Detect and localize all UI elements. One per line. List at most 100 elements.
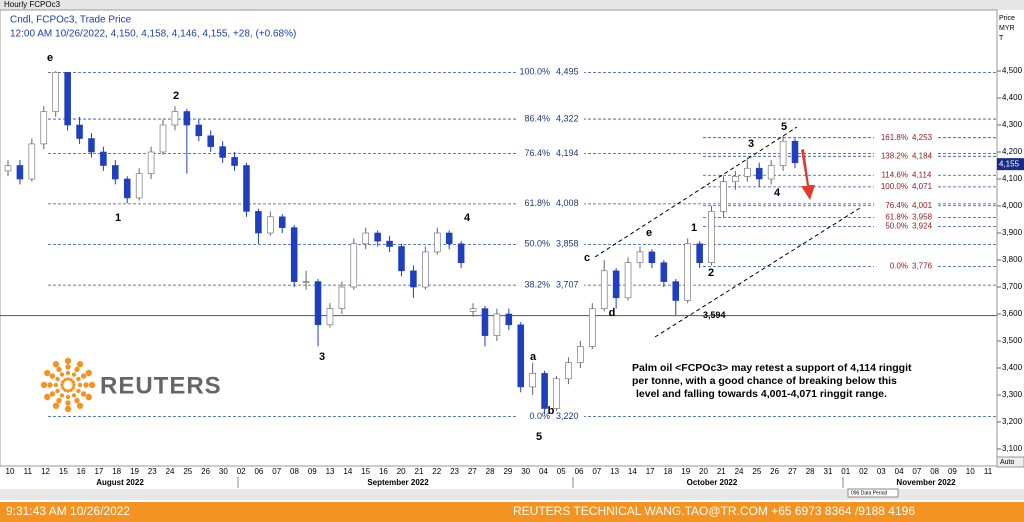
candle-body xyxy=(529,373,536,388)
candle-body xyxy=(290,227,298,282)
wave-label: 4 xyxy=(774,187,781,199)
wave-label: e xyxy=(47,52,53,64)
wave-label: 2 xyxy=(708,267,714,279)
x-tick-label: 18 xyxy=(663,467,672,476)
logo-dot xyxy=(53,382,59,388)
fib-pct: 61.8% xyxy=(885,212,908,221)
fib-pct: 138.2% xyxy=(881,151,908,160)
candle-body xyxy=(410,270,417,288)
logo-dot xyxy=(76,388,81,394)
candle-body xyxy=(672,281,680,301)
candle-body xyxy=(374,232,381,242)
wave-label: c xyxy=(584,252,590,264)
fib-value: 4,495 xyxy=(556,67,579,77)
candle-body xyxy=(469,308,477,312)
price-tag-label: 4,155 xyxy=(999,159,1020,168)
x-tick-label: 10 xyxy=(966,467,975,476)
x-tick-label: 25 xyxy=(183,467,192,476)
axis-title: MYR xyxy=(999,25,1015,32)
x-tick-label: 06 xyxy=(575,467,584,476)
fib-label-bg xyxy=(518,197,584,210)
auto-button[interactable] xyxy=(996,456,1024,468)
x-tick-label: 11 xyxy=(984,467,993,476)
logo-dot xyxy=(52,402,60,409)
fib-label-bg xyxy=(874,170,938,181)
logo-dot xyxy=(80,373,87,379)
logo-dot xyxy=(49,391,56,397)
forecast-arrow xyxy=(801,149,815,200)
candle-body xyxy=(612,270,620,299)
support-label: 3,594 xyxy=(703,310,726,320)
logo-dot xyxy=(60,383,64,387)
candle-body xyxy=(219,146,226,158)
candle-body xyxy=(40,111,48,145)
x-tick-label: 02 xyxy=(859,467,868,476)
wave-label: 5 xyxy=(536,431,542,443)
candle-body xyxy=(255,211,262,234)
logo-dot xyxy=(71,393,77,398)
fib-value: 4,001 xyxy=(912,201,933,210)
x-tick-label: 19 xyxy=(681,467,690,476)
y-tick-label: 3,300 xyxy=(1002,390,1023,399)
fib-pct: 100.0% xyxy=(519,67,550,77)
month-label: October 2022 xyxy=(687,478,738,487)
logo-dot xyxy=(52,361,60,368)
logo-dot xyxy=(49,373,56,379)
candle-body xyxy=(636,251,644,264)
scrollbar[interactable] xyxy=(0,489,1024,500)
fib-pct: 50.0% xyxy=(885,222,908,231)
logo-dot xyxy=(63,378,67,382)
candle-body xyxy=(600,270,608,309)
candle-body xyxy=(541,373,548,409)
candle-body xyxy=(445,232,453,245)
fib-label-bg xyxy=(518,147,584,160)
fib-pct: 61.8% xyxy=(524,198,550,208)
candle-body xyxy=(422,251,429,288)
candle-body xyxy=(231,157,238,166)
x-tick-label: 10 xyxy=(6,467,15,476)
x-tick-label: 02 xyxy=(237,467,246,476)
y-tick-label: 3,100 xyxy=(1002,444,1023,453)
wave-label: 1 xyxy=(115,212,121,224)
x-tick-label: 07 xyxy=(912,467,921,476)
x-tick-label: 31 xyxy=(824,467,833,476)
fib-value: 4,071 xyxy=(912,182,933,191)
logo-dot xyxy=(71,380,75,384)
fib-label-bg xyxy=(518,238,584,251)
candle-body xyxy=(386,240,393,247)
fib-value: 4,194 xyxy=(556,148,579,158)
candle-body xyxy=(159,124,167,153)
x-tick-label: 11 xyxy=(24,467,33,476)
logo-dot xyxy=(69,378,73,382)
logo-dot xyxy=(77,382,83,388)
y-tick-label: 4,500 xyxy=(1002,66,1023,75)
candle-body xyxy=(493,313,501,336)
x-tick-label: 30 xyxy=(219,467,228,476)
logo-dot xyxy=(85,369,92,377)
fib-value: 4,253 xyxy=(912,133,933,142)
candle-body xyxy=(708,211,715,264)
candle-body xyxy=(362,232,370,245)
y-tick-label: 3,600 xyxy=(1002,309,1023,318)
candle-body xyxy=(326,308,334,326)
wave-label: 4 xyxy=(464,212,471,224)
candle-body xyxy=(183,111,191,126)
wave-label: e xyxy=(646,227,652,239)
x-tick-label: 16 xyxy=(379,467,388,476)
fib-label-bg xyxy=(874,151,938,162)
candle-body xyxy=(744,167,751,177)
fib-value: 3,776 xyxy=(912,262,933,271)
candle-body xyxy=(135,173,143,199)
wave-label: b xyxy=(548,405,555,417)
y-tick-label: 4,100 xyxy=(1002,174,1023,183)
x-tick-label: 25 xyxy=(752,467,761,476)
logo-dot xyxy=(65,400,71,406)
candle-body xyxy=(732,176,739,183)
x-tick-label: 22 xyxy=(432,467,441,476)
logo-dot xyxy=(61,386,65,390)
x-tick-label: 27 xyxy=(468,467,477,476)
candle-body xyxy=(767,165,775,180)
candle-body xyxy=(338,286,346,309)
candle-body xyxy=(684,243,691,301)
